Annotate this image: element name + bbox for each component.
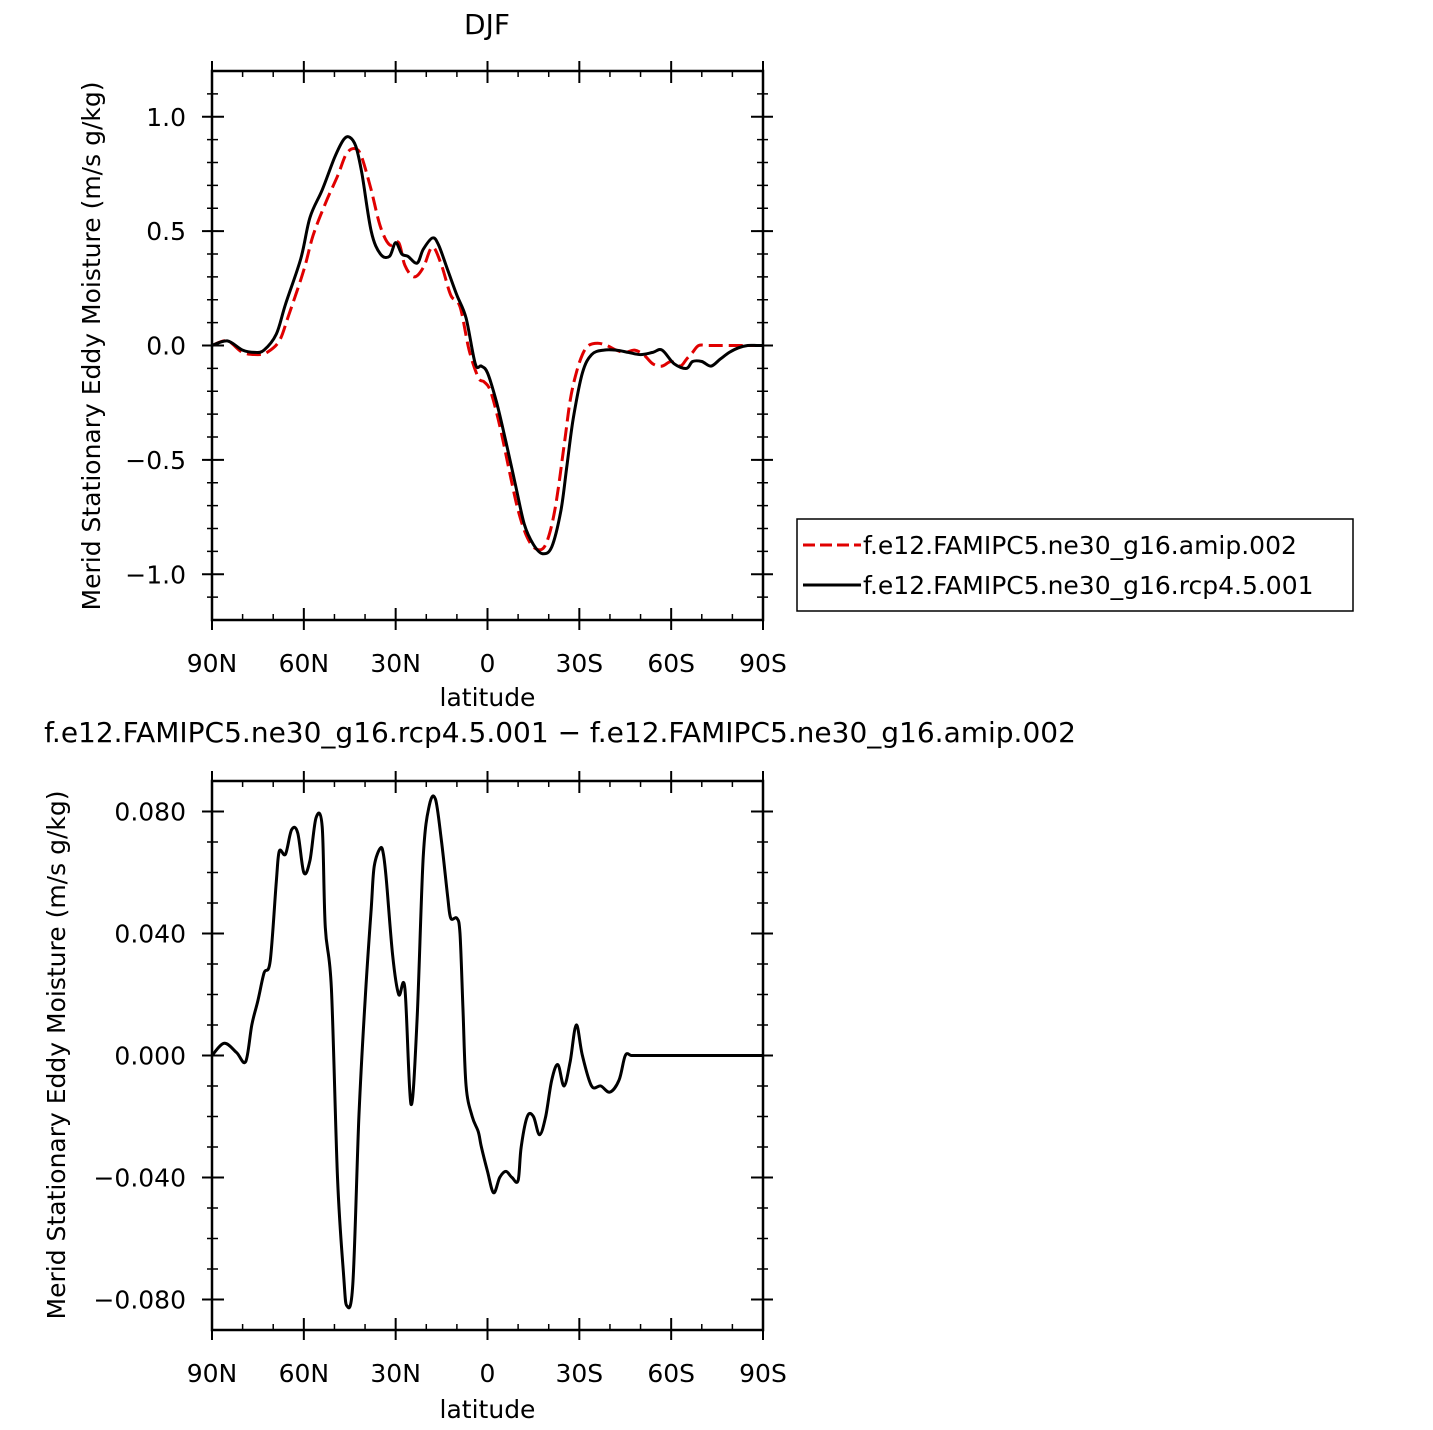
x-tick-label: 60S [647, 1359, 695, 1388]
plot-frame [210, 779, 765, 1332]
y-tick-label: −0.080 [93, 1286, 186, 1315]
x-tick-label: 60S [647, 649, 695, 678]
series-line-1 [212, 135, 763, 556]
bottom-panel: f.e12.FAMIPC5.ne30_g16.rcp4.5.001 − f.e1… [42, 716, 1076, 1424]
x-tick-label: 60N [279, 649, 330, 678]
chart-title: f.e12.FAMIPC5.ne30_g16.rcp4.5.001 − f.e1… [44, 716, 1076, 749]
chart-title: DJF [464, 8, 510, 41]
plot-frame [210, 69, 765, 622]
series-line-0 [212, 794, 763, 1310]
x-tick-label: 30S [555, 649, 603, 678]
y-tick-label: −1.0 [125, 560, 186, 589]
x-tick-label: 90N [187, 1359, 238, 1388]
legend-label: f.e12.FAMIPC5.ne30_g16.amip.002 [863, 531, 1297, 560]
y-tick-label: 0.080 [114, 798, 186, 827]
y-axis-label: Merid Stationary Eddy Moisture (m/s g/kg… [42, 791, 71, 1320]
x-tick-label: 30N [370, 649, 421, 678]
y-tick-label: 1.0 [146, 103, 186, 132]
x-tick-label: 90S [739, 1359, 787, 1388]
x-tick-label: 90N [187, 649, 238, 678]
y-tick-label: 0.5 [146, 217, 186, 246]
y-tick-label: −0.040 [93, 1164, 186, 1193]
y-axis-label: Merid Stationary Eddy Moisture (m/s g/kg… [77, 82, 106, 611]
x-axis-label: latitude [440, 1395, 536, 1424]
x-tick-label: 0 [480, 649, 496, 678]
series-line-0 [212, 147, 763, 552]
y-tick-label: 0.040 [114, 920, 186, 949]
y-tick-label: 0.0 [146, 332, 186, 361]
x-tick-label: 30N [370, 1359, 421, 1388]
x-tick-label: 30S [555, 1359, 603, 1388]
x-tick-label: 0 [480, 1359, 496, 1388]
x-tick-label: 60N [279, 1359, 330, 1388]
x-tick-label: 90S [739, 649, 787, 678]
x-axis-label: latitude [440, 683, 536, 712]
y-tick-label: 0.000 [114, 1042, 186, 1071]
y-tick-label: −0.5 [125, 446, 186, 475]
top-panel: DJF 1.0 0.5 0.0 −0.5 −1.0 90N 60N 30N 0 30S 60S 90S l… [77, 8, 1354, 712]
legend-box [796, 518, 1354, 612]
legend-label: f.e12.FAMIPC5.ne30_g16.rcp4.5.001 [863, 571, 1314, 600]
